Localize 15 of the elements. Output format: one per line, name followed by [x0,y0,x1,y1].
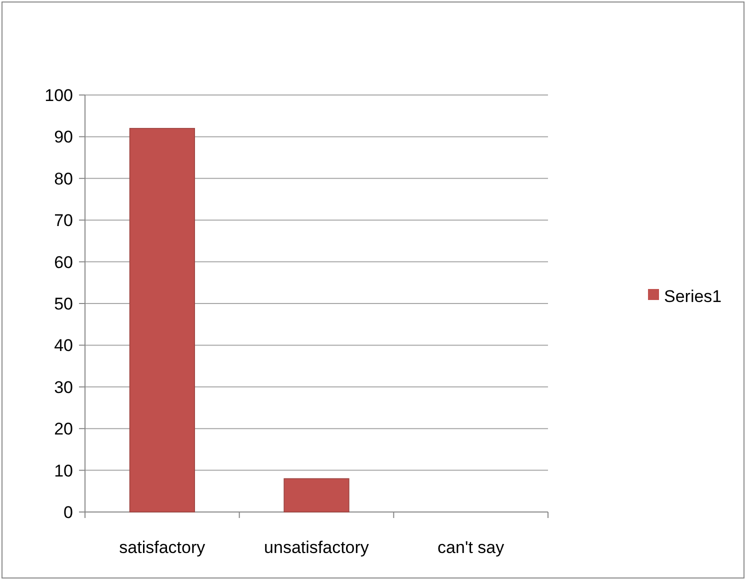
y-tick-label: 40 [54,336,73,356]
y-tick-label: 30 [54,378,73,397]
y-tick-label: 0 [64,502,73,522]
y-tick-label: 60 [54,252,73,272]
y-tick-label: 10 [54,461,73,480]
y-tick-label: 50 [54,294,73,314]
x-tick-label: satisfactory [119,538,206,557]
x-tick-label: can't say [438,538,505,557]
y-tick-label: 70 [54,211,73,230]
y-tick-label: 100 [44,86,73,105]
x-tick-label: unsatisfactory [264,538,370,557]
legend-label: Series1 [664,286,722,306]
y-tick-label: 90 [54,128,73,147]
y-tick-label: 20 [54,420,73,439]
y-tick-label: 80 [54,169,73,188]
